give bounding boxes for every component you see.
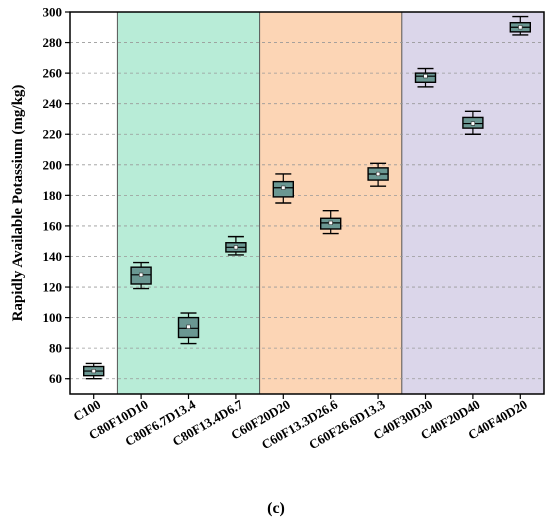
y-tick-label-160: 160 — [43, 218, 63, 233]
box-C40F40D20 — [509, 15, 531, 36]
mean-marker — [470, 121, 476, 126]
y-tick-label-260: 260 — [43, 66, 63, 81]
box-C60F13.3D26.6 — [320, 209, 342, 235]
box-C40F20D40 — [462, 110, 484, 135]
x-tick-label-C100: C100 — [71, 397, 104, 424]
y-tick-label-120: 120 — [43, 280, 63, 295]
band-3 — [401, 12, 544, 394]
box-C80F13.4D6.7 — [225, 235, 247, 256]
mean-marker — [233, 245, 239, 250]
y-tick-label-300: 300 — [43, 5, 63, 20]
axes — [65, 11, 545, 399]
box-C80F10D10 — [130, 261, 152, 290]
box-C60F26.6D13.3 — [367, 162, 389, 187]
x-tick-labels: C100C80F10D10C80F6.7D13.4C80F13.4D6.7C60… — [71, 396, 530, 452]
mean-marker — [328, 220, 333, 225]
mean-marker — [139, 272, 144, 277]
mean-marker — [91, 368, 96, 374]
y-tick-label-200: 200 — [43, 157, 63, 172]
box-C40F30D30 — [414, 67, 437, 88]
box-series — [82, 15, 531, 380]
mean-marker — [518, 25, 523, 30]
y-tick-label-140: 140 — [43, 249, 63, 264]
grid-lines — [70, 42, 544, 380]
plot-frame — [69, 11, 545, 395]
y-tick-label-80: 80 — [49, 341, 62, 356]
y-tick-label-280: 280 — [43, 35, 63, 50]
y-tick-label-220: 220 — [43, 127, 63, 142]
y-tick-labels: 60 80 100 120 140 160 180 200 220 240 260 280 300 — [43, 5, 63, 387]
box-C60F20D20 — [272, 173, 294, 204]
box-C100 — [82, 362, 105, 380]
mean-marker — [186, 324, 191, 329]
figure-caption: (c) — [267, 500, 285, 517]
mean-marker — [423, 74, 428, 79]
mean-marker — [281, 185, 286, 190]
mean-marker — [375, 171, 381, 177]
y-tick-label-100: 100 — [43, 310, 63, 325]
box-C80F6.7D13.4 — [177, 312, 200, 345]
y-tick-label-180: 180 — [43, 188, 63, 203]
y-tick-label-60: 60 — [49, 371, 62, 386]
y-tick-label-240: 240 — [43, 96, 63, 111]
y-axis-label: Rapidly Available Potassium (mg/kg) — [10, 85, 26, 322]
